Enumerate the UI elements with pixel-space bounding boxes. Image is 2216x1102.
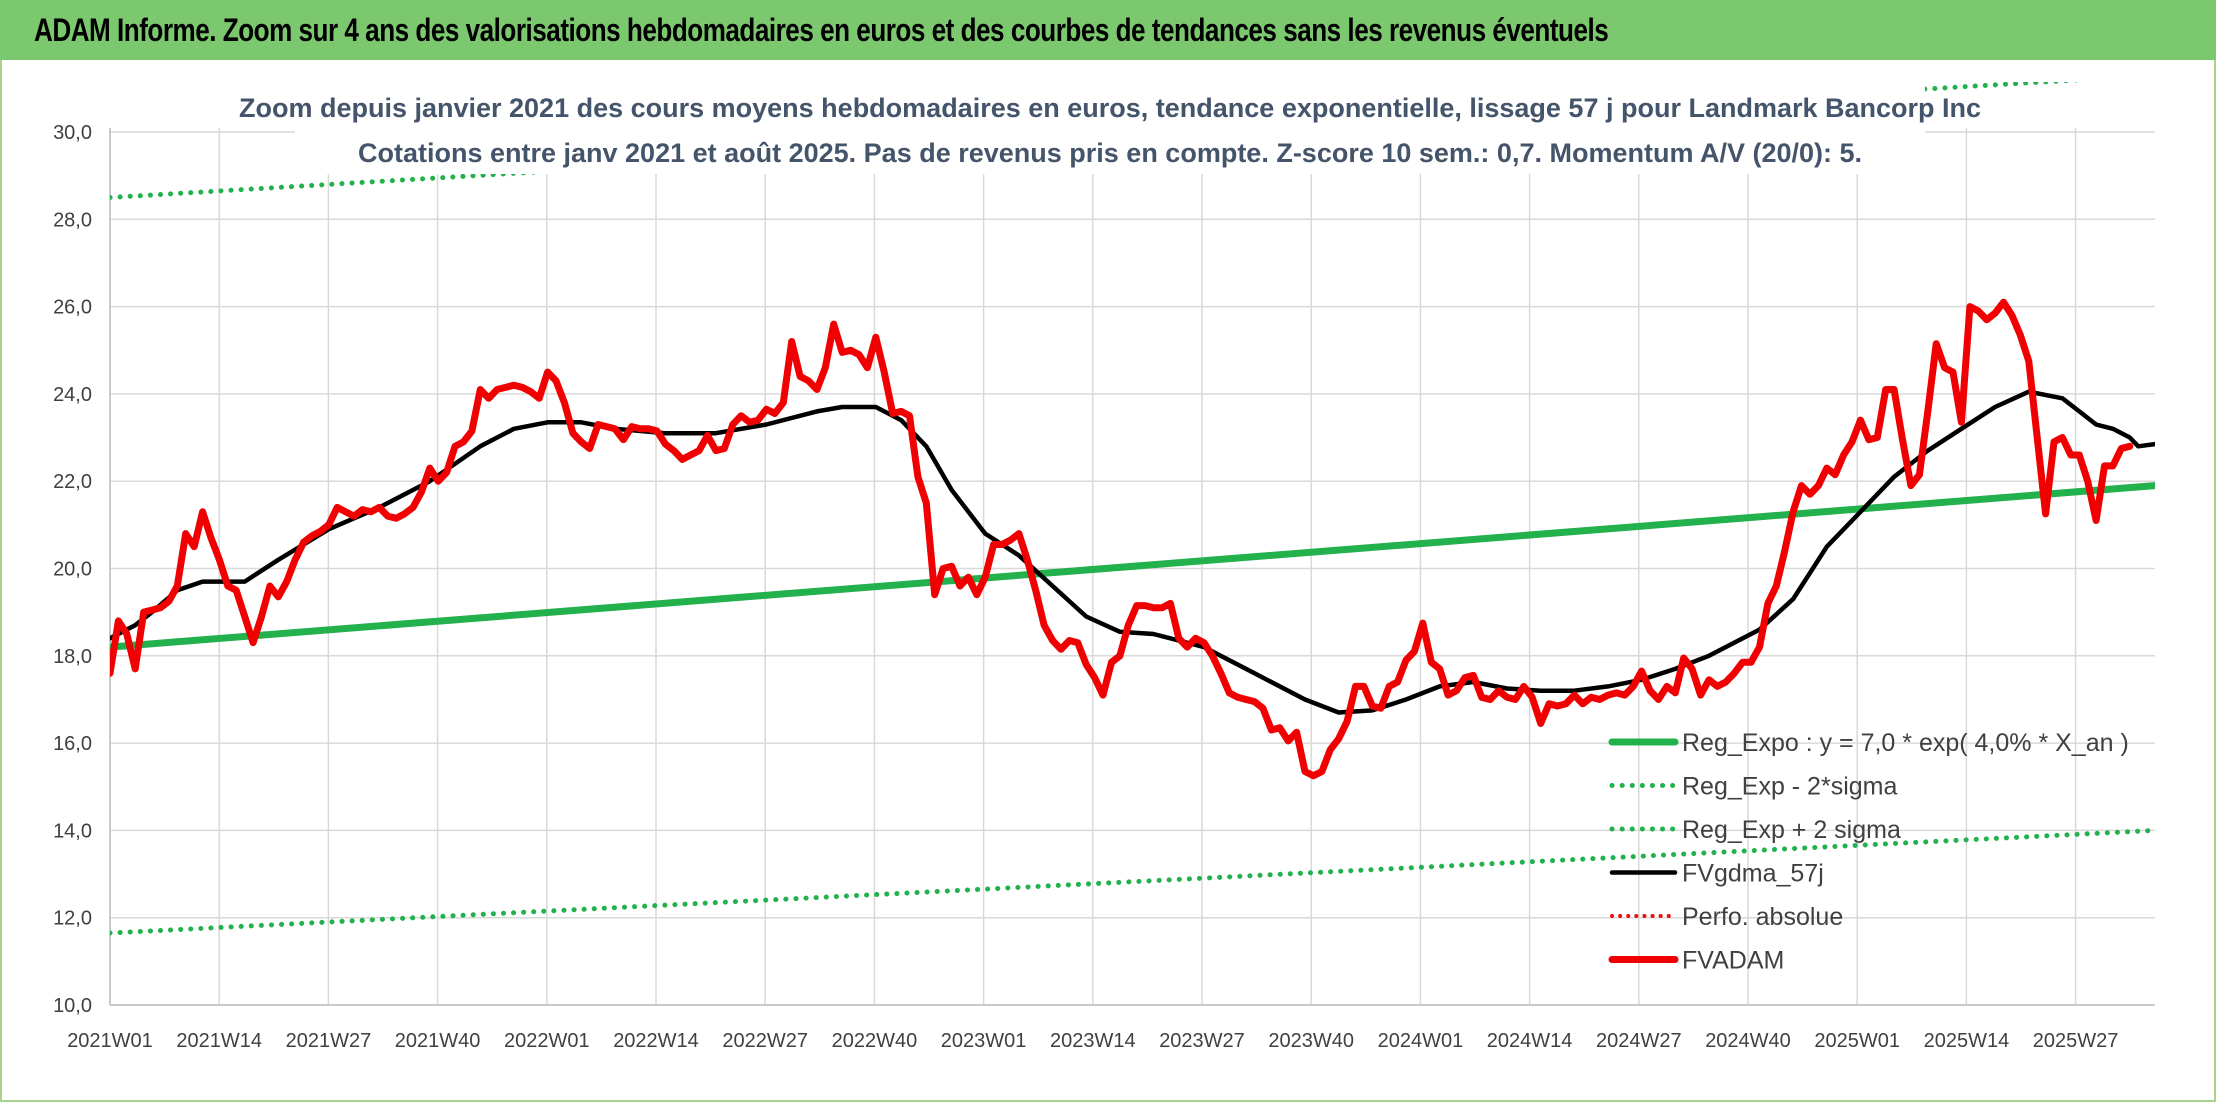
x-tick-label: 2023W27	[1159, 1030, 1245, 1052]
chart-title-background	[295, 84, 1925, 174]
legend-label-reg-exp-minus-2sigma: Reg_Exp - 2*sigma	[1682, 773, 1897, 801]
report-title: ADAM Informe. Zoom sur 4 ans des valoris…	[34, 12, 1609, 48]
y-tick-label: 30,0	[53, 122, 92, 144]
y-tick-label: 24,0	[53, 384, 92, 406]
y-tick-label: 26,0	[53, 297, 92, 319]
chart-title-line-2: Cotations entre janv 2021 et août 2025. …	[358, 138, 1862, 168]
x-tick-label: 2023W40	[1268, 1030, 1354, 1052]
y-tick-label: 28,0	[53, 209, 92, 231]
x-tick-label: 2022W01	[504, 1030, 590, 1052]
legend-label-reg-expo: Reg_Expo : y = 7,0 * exp( 4,0% * X_an )	[1682, 729, 2129, 757]
chart-title-line-1: Zoom depuis janvier 2021 des cours moyen…	[239, 93, 1981, 123]
series-reg-exp-minus-2sigma-line	[110, 827, 2155, 936]
x-tick-label: 2025W27	[2033, 1030, 2119, 1052]
y-tick-label: 18,0	[53, 646, 92, 668]
y-tick-label: 20,0	[53, 559, 92, 581]
y-tick-label: 14,0	[53, 820, 92, 842]
legend-label-fvgdma-57j: FVgdma_57j	[1682, 860, 1824, 888]
x-tick-label: 2022W27	[722, 1030, 808, 1052]
x-tick-label: 2021W40	[395, 1030, 481, 1052]
x-tick-label: 2025W01	[1814, 1030, 1900, 1052]
x-tick-label: 2024W01	[1378, 1030, 1464, 1052]
legend: Reg_Expo : y = 7,0 * exp( 4,0% * X_an ) R…	[1608, 729, 2129, 975]
y-tick-label: 22,0	[53, 471, 92, 493]
report-header: ADAM Informe. Zoom sur 4 ans des valoris…	[0, 0, 2216, 60]
series-fvadam-line	[110, 298, 2134, 780]
y-tick-label: 16,0	[53, 733, 92, 755]
x-tick-label: 2022W14	[613, 1030, 699, 1052]
x-tick-label: 2021W01	[67, 1030, 153, 1052]
y-tick-label: 12,0	[53, 908, 92, 930]
y-axis: 10,0 12,0 14,0 16,0 18,0 20,0 22,0 24,0 26,0 28,0…	[53, 122, 111, 1017]
x-tick-label: 2024W14	[1487, 1030, 1573, 1052]
series-reg-expo-line	[110, 482, 2155, 651]
x-tick-label: 2021W27	[286, 1030, 372, 1052]
series-fvgdma-57j-line	[110, 389, 2155, 715]
legend-label-fvadam: FVADAM	[1682, 947, 1784, 975]
legend-label-reg-exp-plus-2sigma: Reg_Exp + 2 sigma	[1682, 816, 1901, 844]
chart-title-group: Zoom depuis janvier 2021 des cours moyen…	[239, 84, 1981, 174]
x-tick-label: 2024W27	[1596, 1030, 1682, 1052]
x-tick-label: 2022W40	[832, 1030, 918, 1052]
x-axis: 2021W01 2021W14 2021W27 2021W40 2022W01 2022W…	[67, 1004, 2155, 1052]
legend-label-perfo-absolue: Perfo. absolue	[1682, 903, 1843, 931]
x-tick-label: 2023W01	[941, 1030, 1027, 1052]
x-tick-label: 2025W14	[1924, 1030, 2010, 1052]
x-tick-label: 2023W14	[1050, 1030, 1136, 1052]
x-tick-label: 2021W14	[176, 1030, 262, 1052]
y-tick-label: 10,0	[53, 995, 92, 1017]
x-tick-label: 2024W40	[1705, 1030, 1791, 1052]
